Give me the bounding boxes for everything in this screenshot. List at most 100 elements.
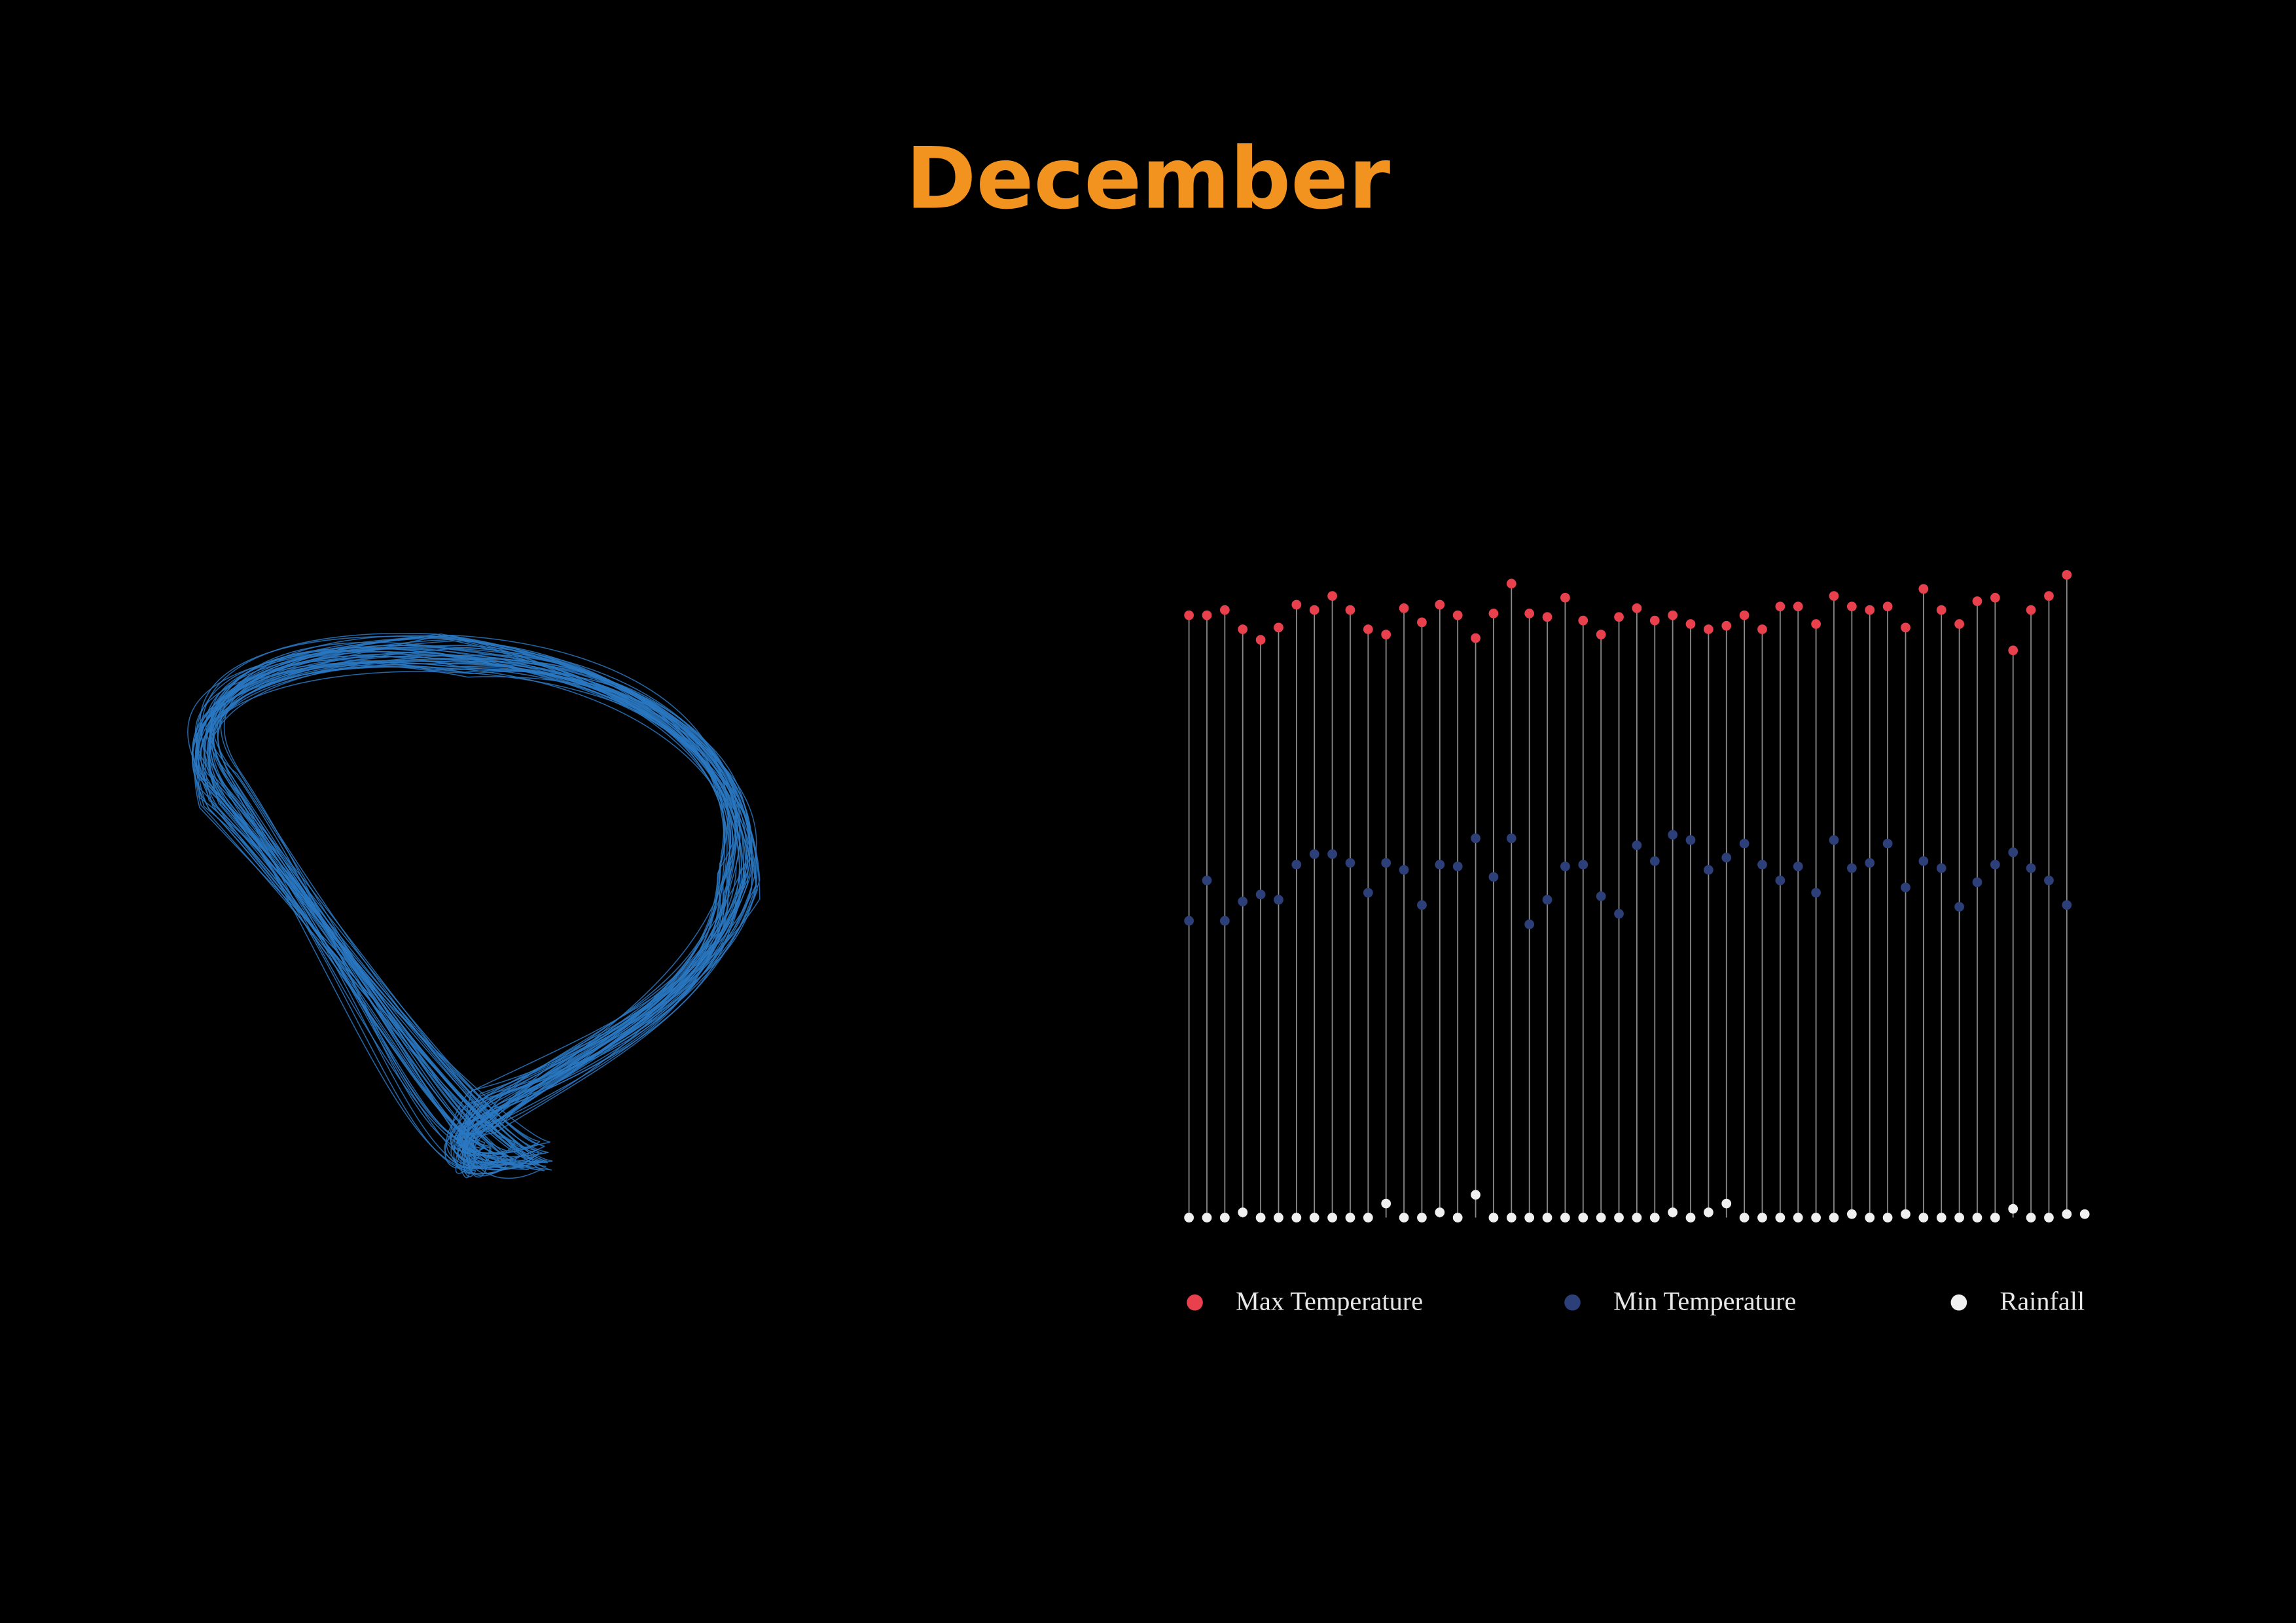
dot	[1524, 1213, 1535, 1222]
dot	[2062, 900, 2072, 910]
dot	[1990, 592, 2000, 603]
legend-marker	[1187, 1294, 1203, 1311]
dot	[1846, 601, 1857, 612]
dot	[1202, 610, 1212, 620]
dot	[2044, 591, 2054, 601]
dot	[1274, 1213, 1283, 1222]
dot	[1202, 875, 1212, 885]
chart-title: December	[906, 130, 1390, 228]
dot	[1255, 635, 1266, 645]
dot	[1219, 916, 1230, 926]
dot	[2026, 605, 2036, 615]
legend-marker	[1564, 1294, 1581, 1311]
dot	[1471, 1190, 1480, 1200]
dot	[1524, 919, 1535, 929]
dot	[1846, 1209, 1857, 1219]
dot	[1381, 1198, 1391, 1209]
dot	[2008, 847, 2018, 857]
dot	[1452, 861, 1463, 872]
dot	[1811, 619, 1821, 629]
legend-marker	[1950, 1294, 1967, 1311]
dot	[1417, 1213, 1427, 1222]
dot	[1936, 1213, 1946, 1222]
dot	[1811, 1213, 1821, 1222]
dot	[1721, 1198, 1732, 1209]
dot	[1399, 1213, 1409, 1222]
legend-label: Max Temperature	[1236, 1287, 1423, 1316]
dot	[1238, 624, 1248, 634]
dot	[1291, 1213, 1302, 1222]
loop-curve	[195, 665, 749, 1168]
dot	[1184, 916, 1194, 926]
dot	[1685, 619, 1696, 629]
loop-curve	[196, 656, 742, 1150]
dot	[1829, 835, 1839, 845]
dot	[2026, 1213, 2036, 1222]
dot	[1255, 889, 1266, 900]
dot	[1327, 591, 1337, 601]
dot	[1291, 859, 1302, 870]
dot	[2008, 645, 2018, 656]
dot	[1882, 1213, 1893, 1222]
dot	[1811, 887, 1821, 898]
dot	[1954, 619, 1964, 629]
dot	[1488, 872, 1499, 882]
dot	[1757, 859, 1767, 870]
dot	[2026, 863, 2036, 873]
legend: Max Temperature Min Temperature Rainfall	[1187, 1287, 2085, 1316]
dot	[1704, 865, 1713, 875]
dot	[1327, 849, 1337, 859]
dot	[1668, 610, 1678, 620]
dot	[1560, 861, 1570, 872]
dot	[1238, 897, 1248, 906]
dot	[1614, 1213, 1624, 1222]
dot	[1901, 622, 1910, 633]
dot	[1685, 835, 1696, 845]
dot	[1471, 633, 1480, 643]
dot	[1596, 891, 1606, 901]
dot	[1184, 1213, 1194, 1222]
dot	[1865, 605, 1875, 615]
dot	[1435, 599, 1445, 610]
dot	[1793, 861, 1803, 872]
dot	[1882, 601, 1893, 612]
dot	[1936, 605, 1946, 615]
dot	[1524, 609, 1535, 618]
dot	[1757, 624, 1767, 634]
dot	[1381, 858, 1391, 868]
loop-curve	[213, 640, 757, 1164]
dot	[1632, 1213, 1642, 1222]
dot	[1901, 882, 1910, 893]
dot	[1219, 605, 1230, 615]
dot	[1542, 612, 1552, 622]
dot	[1614, 612, 1624, 622]
dot	[1685, 1213, 1696, 1222]
dot	[1668, 830, 1678, 840]
dot	[1417, 900, 1427, 910]
dot	[1846, 863, 1857, 873]
dot	[1918, 856, 1929, 866]
dot	[1739, 610, 1749, 620]
dot	[1757, 1213, 1767, 1222]
dot	[1435, 859, 1445, 870]
dot	[1381, 630, 1391, 640]
dot	[1990, 859, 2000, 870]
dot	[1345, 1213, 1355, 1222]
dot	[1542, 895, 1552, 905]
dot	[1793, 601, 1803, 612]
dot	[1488, 1213, 1499, 1222]
dot	[2008, 1204, 2018, 1214]
dot	[1363, 624, 1373, 634]
dot	[1202, 1213, 1212, 1222]
dot	[1417, 617, 1427, 628]
dot	[1990, 1213, 2000, 1222]
dot	[1882, 838, 1893, 849]
dot	[2062, 1209, 2072, 1219]
dot	[1345, 858, 1355, 868]
dot	[1649, 615, 1660, 626]
chart	[1184, 570, 2090, 1222]
dot	[1506, 833, 1516, 844]
dot	[2079, 1209, 2090, 1219]
dot	[1452, 610, 1463, 620]
